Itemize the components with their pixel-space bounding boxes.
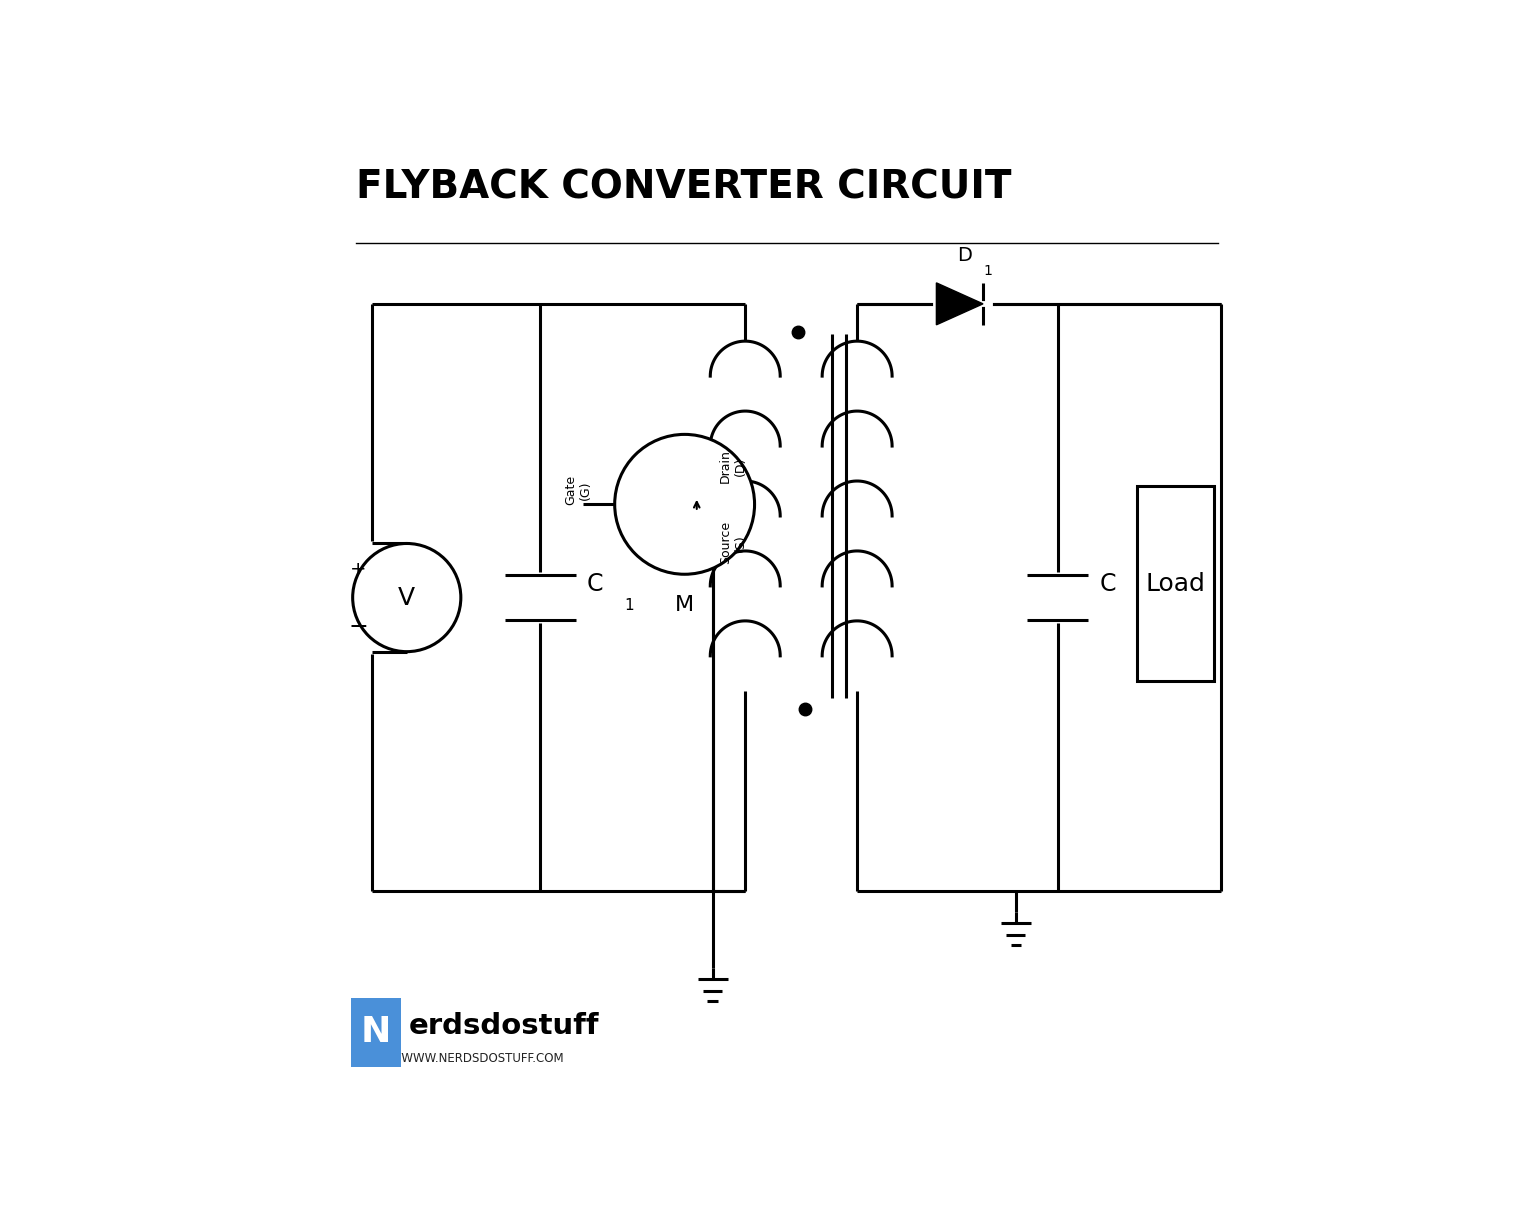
Text: Gate
(G): Gate (G) (564, 475, 593, 505)
Text: 2: 2 (1135, 597, 1144, 613)
Text: 1: 1 (983, 264, 992, 277)
Text: C: C (1100, 572, 1117, 596)
Polygon shape (937, 283, 983, 325)
Text: C: C (587, 572, 604, 596)
Circle shape (353, 544, 461, 652)
Bar (1137, 486, 1215, 682)
Text: −: − (349, 615, 369, 639)
Text: M: M (674, 595, 694, 615)
Text: V: V (398, 586, 415, 609)
Text: FLYBACK CONVERTER CIRCUIT: FLYBACK CONVERTER CIRCUIT (356, 168, 1012, 207)
Text: Source
(S): Source (S) (719, 521, 746, 564)
Text: N: N (361, 1015, 392, 1049)
Text: 1: 1 (624, 597, 634, 613)
Text: +: + (350, 561, 367, 579)
Text: HTTPS://WWW.NERDSDOSTUFF.COM: HTTPS://WWW.NERDSDOSTUFF.COM (353, 1051, 564, 1064)
Circle shape (614, 435, 754, 574)
Text: Load: Load (1146, 572, 1206, 596)
Text: XMER: XMER (680, 460, 736, 478)
Bar (350, 998, 401, 1067)
Text: D: D (957, 246, 972, 265)
Text: Drain
(D): Drain (D) (719, 449, 746, 483)
Text: erdsdostuff: erdsdostuff (409, 1011, 599, 1039)
